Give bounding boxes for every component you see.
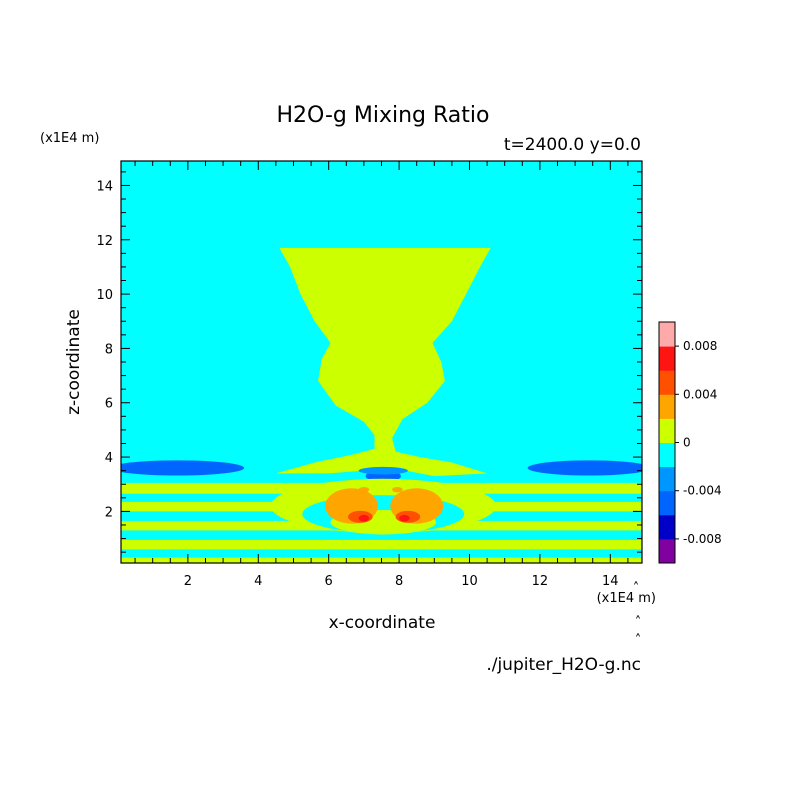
y-tick-label: 6 [105, 397, 113, 412]
contour-region-4 [358, 466, 408, 475]
colorbar-segment [659, 442, 675, 468]
y-tick-label: 4 [105, 451, 113, 466]
contour-region-19 [358, 486, 370, 493]
contour-region-2 [527, 460, 642, 476]
colorbar-segment [659, 370, 675, 395]
colorbar-tick-label: 0 [683, 436, 691, 450]
colorbar-segment [659, 346, 675, 371]
y-tick-label: 8 [105, 342, 113, 357]
x-tick-label: 10 [461, 574, 478, 589]
contour-region-20 [392, 486, 403, 493]
y-tick-label: 2 [105, 505, 113, 520]
y-tick-label: 10 [96, 288, 113, 303]
colorbar-segment [659, 418, 675, 443]
contour-region-1 [121, 460, 245, 476]
contour-band-8 [121, 539, 642, 550]
svg-text:˄: ˄ [635, 633, 642, 648]
colorbar-segment [659, 514, 675, 540]
colorbar-segment [659, 466, 675, 492]
x-tick-label: 12 [532, 574, 549, 589]
corner-marks: ˄ ˄ ˄ [633, 581, 642, 648]
contour-region-18 [399, 514, 410, 522]
chart-title: H2O-g Mixing Ratio [277, 103, 490, 128]
colorbar: -0.008 -0.004 0 0.004 0.008 [658, 321, 722, 564]
x-tick-label: 14 [602, 574, 619, 589]
chart-subtitle: t=2400.0 y=0.0 [504, 135, 641, 155]
colorbar-tick-label: 0.004 [683, 387, 717, 401]
z-unit-label: (x1E4 m) [40, 131, 99, 146]
y-tick-label: 14 [96, 179, 113, 194]
contour-region-0 [275, 247, 491, 477]
colorbar-tick-label: 0.008 [683, 339, 717, 353]
x-axis-label: x-coordinate [329, 613, 436, 633]
colorbar-tick-label: -0.008 [683, 532, 722, 546]
contour-region-17 [358, 514, 370, 522]
source-file-label: ./jupiter_H2O-g.nc [486, 655, 641, 675]
colorbar-segment [659, 538, 675, 564]
colorbar-segment [659, 394, 675, 419]
x-tick-label: 6 [325, 574, 333, 589]
x-unit-label: (x1E4 m) [597, 591, 656, 606]
colorbar-segment [659, 322, 675, 347]
colorbar-tick-label: -0.004 [683, 484, 722, 498]
y-tick-label: 12 [96, 234, 113, 249]
svg-text:˄: ˄ [635, 615, 642, 630]
y-axis-label: z-coordinate [64, 309, 84, 415]
axis-ticks: 2 4 6 8 10 12 14 2 4 6 8 10 12 14 [96, 161, 642, 589]
svg-text:˄: ˄ [633, 581, 640, 596]
x-tick-label: 2 [184, 574, 192, 589]
x-tick-label: 8 [395, 574, 403, 589]
contour-field [121, 161, 642, 563]
colorbar-segment [659, 490, 675, 516]
x-tick-label: 4 [254, 574, 262, 589]
